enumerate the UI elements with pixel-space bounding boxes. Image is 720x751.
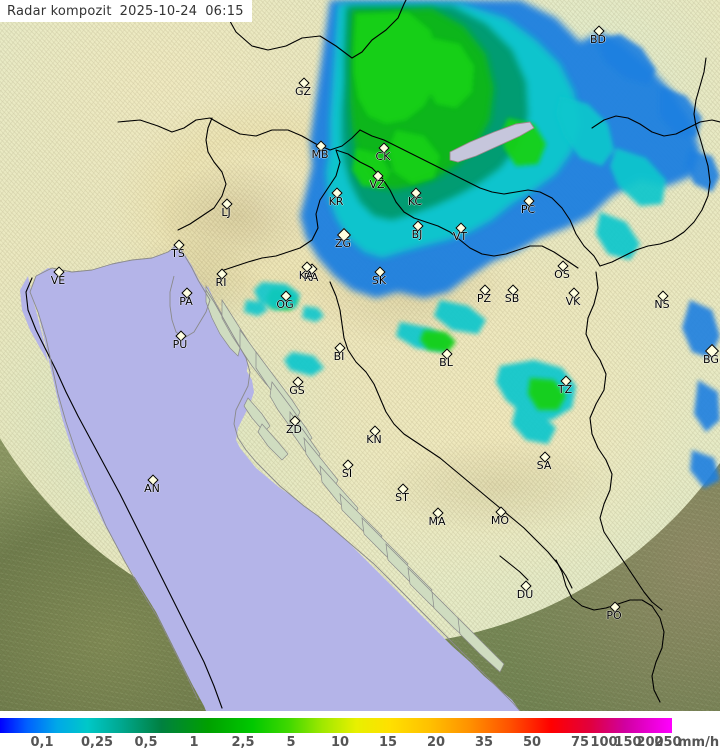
- legend-tick: 5: [286, 735, 296, 750]
- legend-tick: 1: [189, 735, 199, 750]
- radar-echo-layer: [244, 0, 720, 488]
- time-label: 06:15: [205, 3, 244, 19]
- legend-unit-label: mm/h: [678, 735, 720, 750]
- legend-tick: 20: [426, 735, 446, 750]
- legend-tick: 2,5: [231, 735, 255, 750]
- radar-map[interactable]: GZ MB LJ KR CK VZ KC PC BD BJ VT ZG TS VE RI RA SK PZ SB OS…: [0, 0, 720, 711]
- legend-tick: 50: [522, 735, 542, 750]
- legend-colorbar: [0, 718, 672, 733]
- date-label: 2025-10-24: [119, 3, 198, 19]
- legend-tick: 15: [378, 735, 398, 750]
- precipitation-legend: 0,1 0,25 0,5 1 2,5 5 10 15 20 35 50 75 100 150 200 250 …: [0, 711, 720, 751]
- legend-tick: 0,25: [80, 735, 114, 750]
- legend-tick: 150: [614, 735, 642, 750]
- legend-tick: 10: [330, 735, 350, 750]
- legend-tick: 100: [590, 735, 618, 750]
- legend-tick: 35: [474, 735, 494, 750]
- title-bar: Radar kompozit 2025-10-24 06:15: [0, 0, 252, 22]
- legend-tick: 0,5: [134, 735, 158, 750]
- political-borders-layer: [25, 0, 720, 711]
- product-label: Radar kompozit: [7, 3, 112, 19]
- legend-tick: 250: [654, 735, 682, 750]
- islands-layer: [205, 284, 505, 673]
- legend-tick: 0,1: [30, 735, 54, 750]
- legend-tick: 200: [636, 735, 664, 750]
- legend-tick: 75: [570, 735, 590, 750]
